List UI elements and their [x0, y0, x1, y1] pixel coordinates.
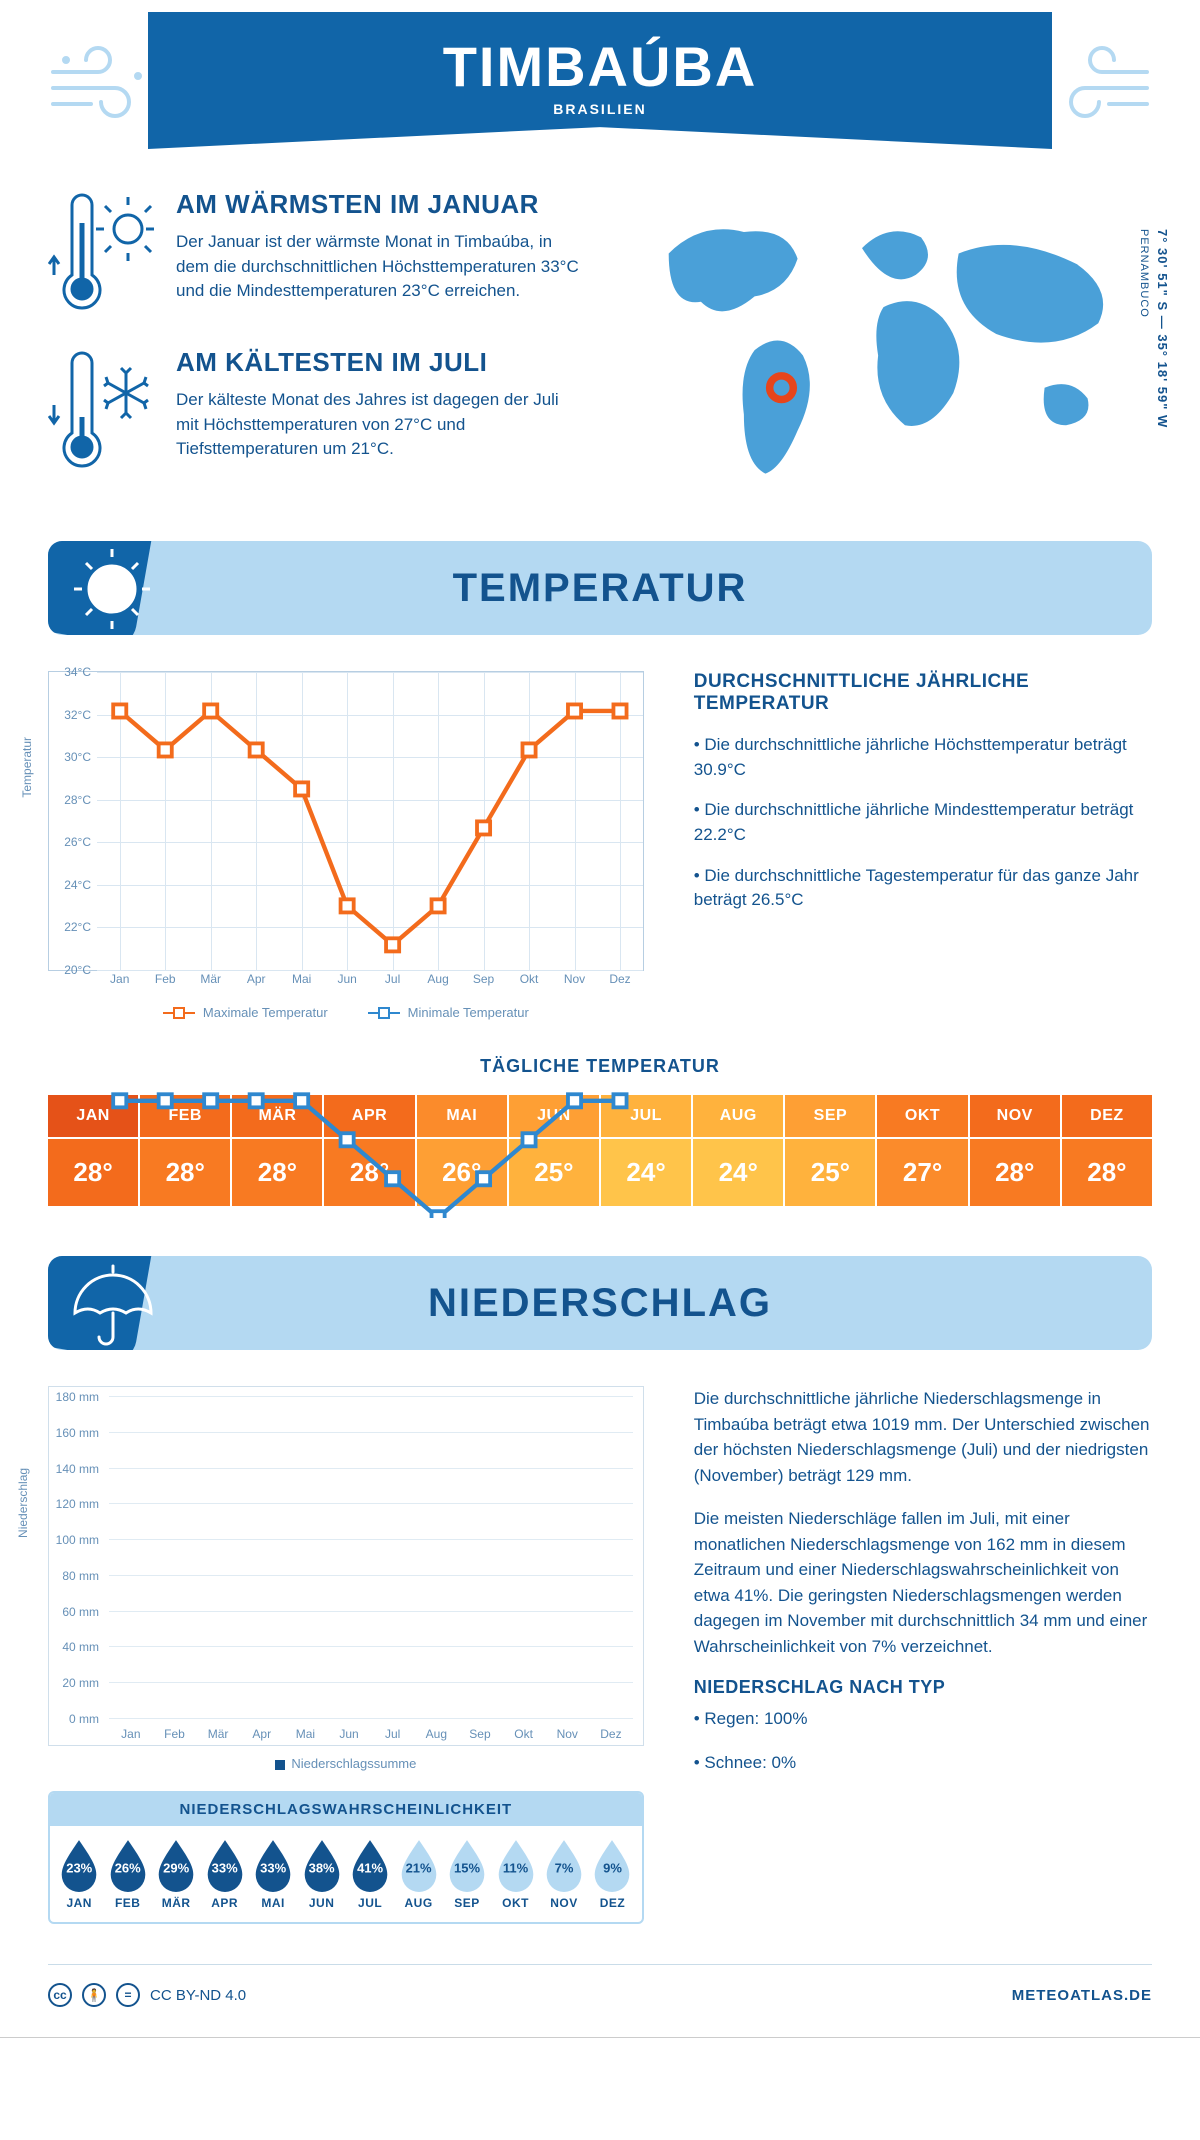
probability-drop: 11% OKT	[492, 1838, 538, 1910]
coordinates: 7° 30' 51" S — 35° 18' 59" W	[1155, 229, 1170, 428]
thermometer-cold-icon	[48, 347, 158, 477]
temperature-banner: TEMPERATUR	[48, 541, 1152, 635]
probability-drop: 21% AUG	[395, 1838, 441, 1910]
warmest-body: Der Januar ist der wärmste Monat in Timb…	[176, 230, 585, 304]
wind-icon	[1042, 32, 1152, 137]
license-text: CC BY-ND 4.0	[150, 1987, 246, 2004]
temperature-line-chart: Temperatur 20°C22°C24°C26°C28°C30°C32°C3…	[48, 671, 644, 971]
world-map	[615, 189, 1152, 495]
by-icon: 🧍	[82, 1983, 106, 2007]
warmest-block: AM WÄRMSTEN IM JANUAR Der Januar ist der…	[48, 189, 585, 319]
probability-drop: 38% JUN	[298, 1838, 344, 1910]
region-label: PERNAMBUCO	[1138, 229, 1150, 318]
wind-icon	[48, 32, 158, 137]
coldest-block: AM KÄLTESTEN IM JULI Der kälteste Monat …	[48, 347, 585, 477]
header: TIMBAÚBA BRASILIEN	[48, 12, 1152, 149]
temp-text-title: DURCHSCHNITTLICHE JÄHRLICHE TEMPERATUR	[694, 671, 1152, 715]
thermometer-hot-icon	[48, 189, 158, 319]
footer: cc 🧍 = CC BY-ND 4.0 METEOATLAS.DE	[48, 1964, 1152, 2025]
probability-drop: 33% MAI	[250, 1838, 296, 1910]
precipitation-banner: NIEDERSCHLAG	[48, 1256, 1152, 1350]
precipitation-probability-panel: NIEDERSCHLAGSWAHRSCHEINLICHKEIT 23% JAN …	[48, 1791, 644, 1924]
sun-icon	[60, 543, 160, 635]
site-name: METEOATLAS.DE	[1012, 1987, 1152, 2004]
coldest-body: Der kälteste Monat des Jahres ist dagege…	[176, 388, 585, 462]
probability-drop: 7% NOV	[541, 1838, 587, 1910]
probability-drop: 33% APR	[201, 1838, 247, 1910]
precipitation-title: NIEDERSCHLAG	[48, 1281, 1152, 1326]
probability-drop: 29% MÄR	[153, 1838, 199, 1910]
temperature-title: TEMPERATUR	[48, 566, 1152, 611]
probability-drop: 41% JUL	[347, 1838, 393, 1910]
city-title: TIMBAÚBA	[148, 34, 1052, 99]
warmest-title: AM WÄRMSTEN IM JANUAR	[176, 189, 585, 220]
precipitation-legend: Niederschlagssumme	[48, 1756, 644, 1771]
umbrella-icon	[60, 1258, 160, 1350]
probability-drop: 9% DEZ	[589, 1838, 635, 1910]
probability-drop: 15% SEP	[444, 1838, 490, 1910]
country-label: BRASILIEN	[148, 101, 1052, 117]
precipitation-bar-chart: Niederschlag 0 mm20 mm40 mm60 mm80 mm100…	[48, 1386, 644, 1746]
probability-drop: 26% FEB	[104, 1838, 150, 1910]
probability-drop: 23% JAN	[56, 1838, 102, 1910]
coldest-title: AM KÄLTESTEN IM JULI	[176, 347, 585, 378]
nd-icon: =	[116, 1983, 140, 2007]
cc-icon: cc	[48, 1983, 72, 2007]
